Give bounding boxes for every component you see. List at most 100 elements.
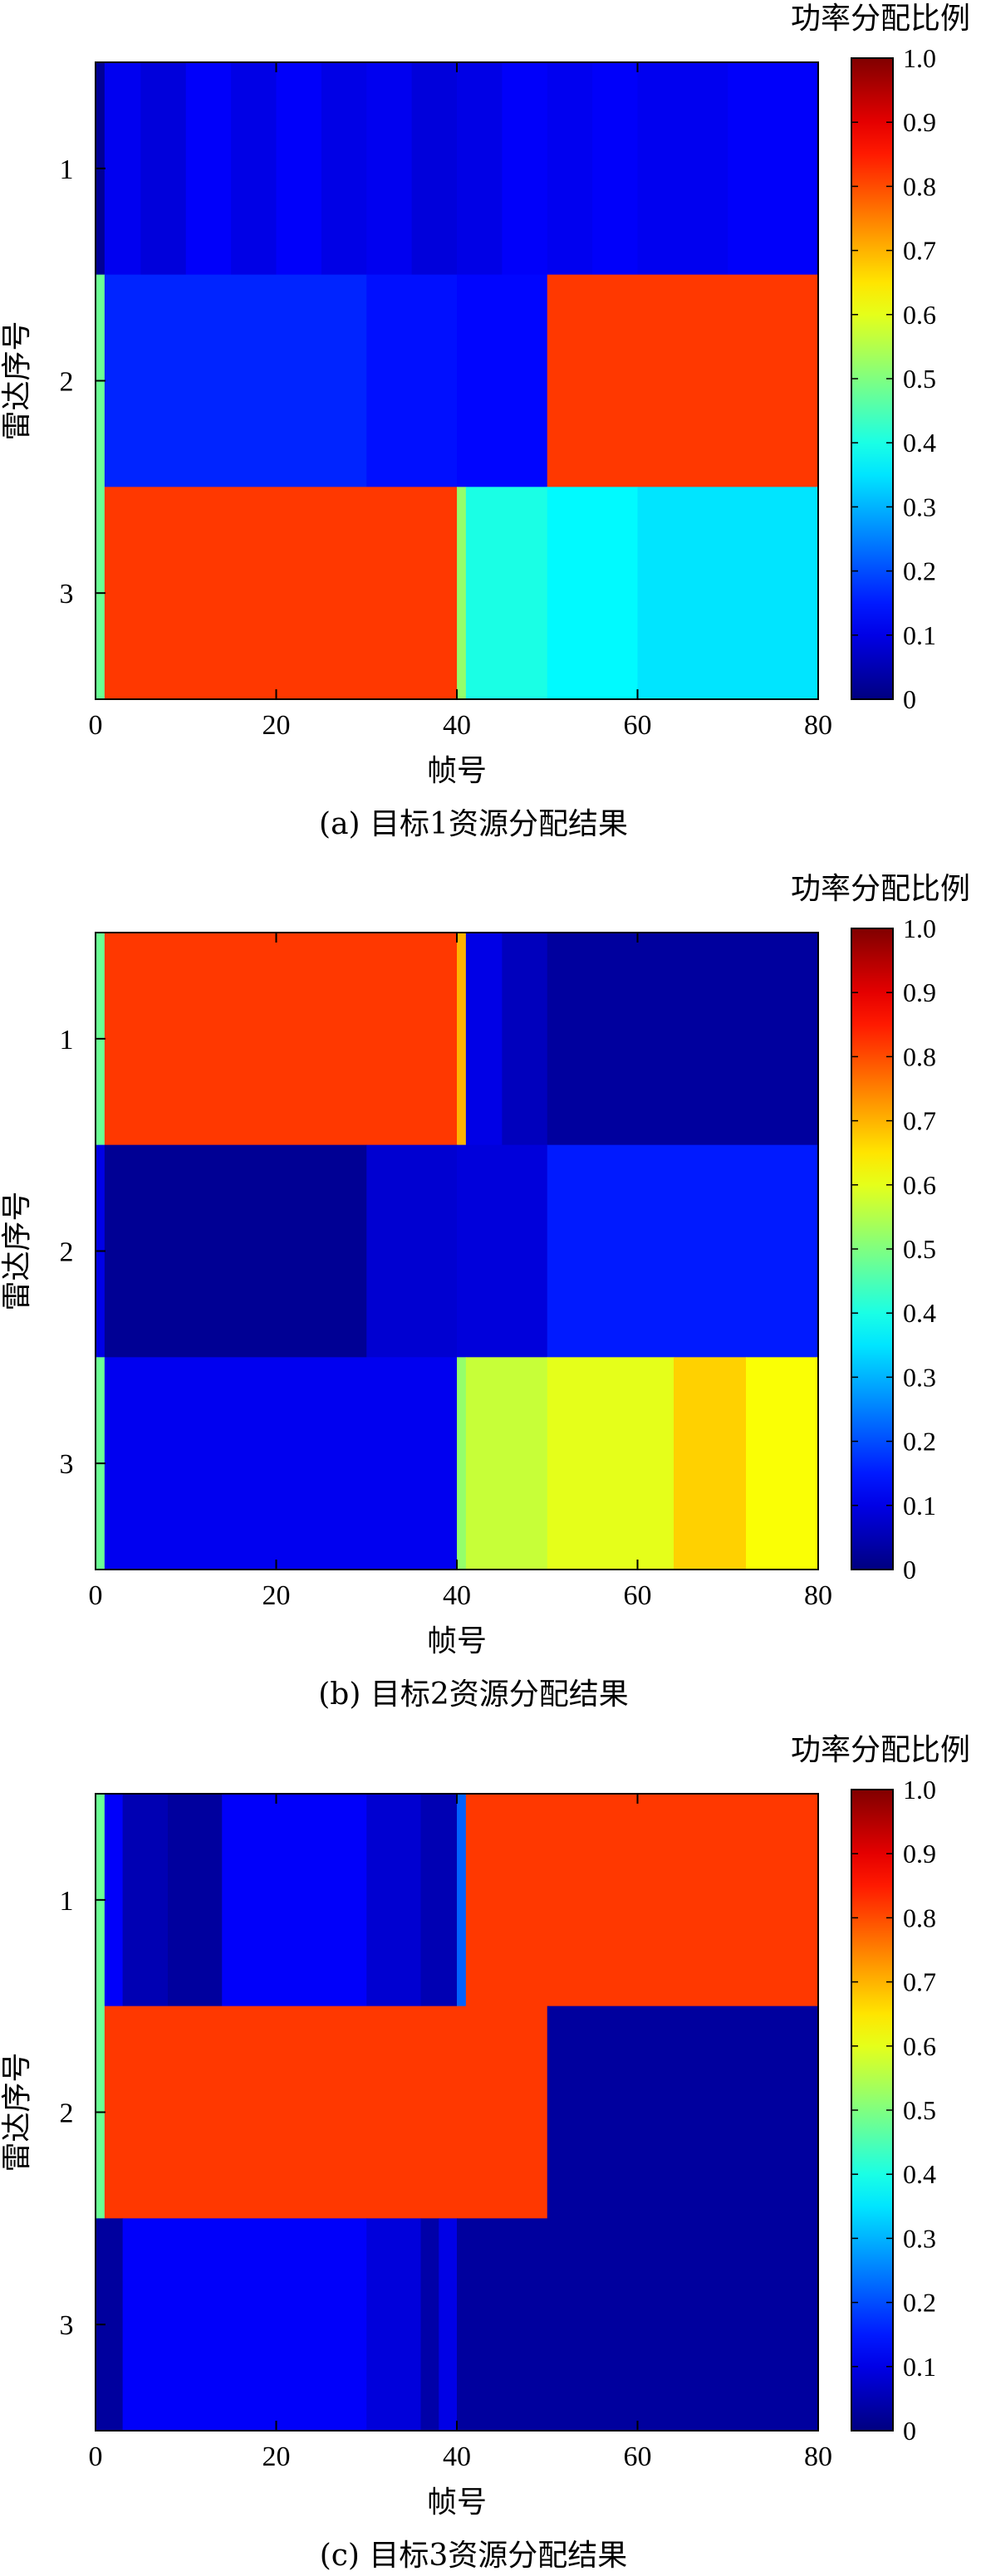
x-tick-label: 0 (89, 1580, 103, 1611)
colorbar-tick-label: 0 (903, 1555, 916, 1584)
heatmap-row-radar-1 (96, 62, 819, 276)
heatmap-cell (104, 1794, 124, 2007)
colorbar-tick-label: 0.8 (903, 171, 936, 201)
chart-panel-1: 0 20 40 60 80 1 2 3 帧号 雷达序号 (a) 目标1资源分配结果 功率分配比例 0 0.… (0, 2, 970, 841)
heatmap-row-radar-2 (96, 274, 819, 487)
colorbar-title: 功率分配比例 (791, 2, 970, 36)
colorbar-tick-label: 0.2 (903, 2288, 936, 2318)
x-tick-label: 60 (624, 2441, 652, 2472)
x-tick-label: 80 (804, 710, 832, 741)
heatmap-cell (168, 1794, 223, 2007)
x-tick-label: 40 (443, 2441, 471, 2472)
heatmap-cell (502, 62, 548, 276)
colorbar (851, 928, 893, 1570)
heatmap-cell (366, 1144, 458, 1358)
heatmap-cell (592, 62, 639, 276)
heatmap-cell (457, 1794, 467, 2007)
heatmap-cell (420, 2218, 439, 2432)
colorbar-tick-label: 1.0 (903, 43, 936, 73)
heatmap-cell (746, 1357, 819, 1570)
colorbar-tick-label: 0.5 (903, 1234, 936, 1264)
heatmap-cell (104, 1144, 367, 1358)
heatmap-cell (321, 62, 367, 276)
heatmap-cell (457, 2218, 819, 2432)
heatmap-cell (439, 2218, 458, 2432)
colorbar-tick-label: 0.8 (903, 1903, 936, 1932)
heatmap-cell (185, 62, 232, 276)
x-tick-label: 60 (624, 710, 652, 741)
y-tick-label: 3 (60, 2310, 74, 2341)
y-axis-label: 雷达序号 (0, 321, 34, 440)
heatmap-cell (457, 933, 467, 1146)
x-tick-label: 40 (443, 1580, 471, 1611)
heatmap-cell (366, 1794, 422, 2007)
heatmap-cell (728, 62, 819, 276)
figure-caption: (c) 目标3资源分配结果 (320, 2539, 628, 2573)
heatmap-cell (547, 933, 819, 1146)
figure-caption: (a) 目标1资源分配结果 (319, 807, 628, 841)
colorbar-tick-label: 0.7 (903, 1967, 936, 1997)
heatmap-cell (366, 62, 413, 276)
y-tick-label: 3 (60, 1449, 74, 1480)
colorbar-tick-label: 0.3 (903, 492, 936, 522)
heatmap-cell (465, 1794, 819, 2007)
colorbar-tick-label: 0.2 (903, 556, 936, 586)
colorbar-tick-label: 0.9 (903, 977, 936, 1007)
y-tick-label: 2 (60, 367, 74, 398)
heatmap-cell (104, 2005, 548, 2219)
colorbar-title: 功率分配比例 (791, 1733, 970, 1767)
heatmap-cell (366, 2218, 422, 2432)
heatmap-cell (457, 62, 503, 276)
x-axis-label: 帧号 (427, 754, 487, 788)
colorbar-tick-label: 0.4 (903, 2159, 936, 2189)
x-axis-label: 帧号 (427, 1624, 487, 1658)
heatmap-cell (502, 933, 548, 1146)
colorbar-tick-label: 1.0 (903, 913, 936, 943)
colorbar-tick-label: 0 (903, 684, 916, 714)
colorbar-tick-label: 0.4 (903, 1298, 936, 1328)
heatmap-cell (465, 1357, 548, 1570)
heatmap-cell (276, 62, 322, 276)
heatmap-cell (547, 1144, 819, 1358)
heatmap-row-radar-1 (96, 1794, 819, 2007)
heatmap-cell (104, 933, 458, 1146)
heatmap-cell (457, 1144, 548, 1358)
y-tick-label: 1 (60, 1886, 74, 1917)
heatmap-cell (547, 274, 819, 487)
heatmap-cell (465, 487, 548, 700)
heatmap-row-radar-3 (96, 2218, 819, 2432)
heatmap-cell (547, 1357, 674, 1570)
x-tick-label: 20 (262, 2441, 291, 2472)
heatmap-cell (231, 62, 277, 276)
colorbar-tick-label: 0.9 (903, 107, 936, 137)
x-tick-label: 60 (624, 1580, 652, 1611)
heatmap-cell (366, 274, 458, 487)
heatmap-cell (547, 62, 593, 276)
x-tick-label: 0 (89, 710, 103, 741)
x-tick-label: 80 (804, 1580, 832, 1611)
colorbar-tick-label: 0.6 (903, 300, 936, 330)
heatmap-row-radar-2 (96, 2005, 819, 2219)
colorbar-tick-label: 0.5 (903, 2095, 936, 2125)
colorbar (851, 1790, 893, 2431)
heatmap-cell (122, 1794, 169, 2007)
colorbar-tick-label: 0.3 (903, 1362, 936, 1392)
heatmap-row-radar-1 (96, 933, 819, 1146)
y-axis-label: 雷达序号 (0, 2052, 34, 2172)
heatmap-cell (457, 1357, 467, 1570)
heatmap-cell (547, 487, 639, 700)
x-axis-label: 帧号 (427, 2485, 487, 2520)
colorbar-tick-label: 0.5 (903, 364, 936, 394)
heatmap-cell (104, 1357, 458, 1570)
y-tick-label: 3 (60, 579, 74, 610)
colorbar-tick-label: 0.1 (903, 2352, 936, 2382)
heatmap-cell (457, 274, 548, 487)
heatmap-cell (674, 1357, 747, 1570)
colorbar-tick-label: 0.4 (903, 428, 936, 458)
heatmap-cell (104, 274, 367, 487)
heatmap-cell (637, 487, 819, 700)
y-tick-label: 1 (60, 154, 74, 185)
chart-panel-3: 0 20 40 60 80 1 2 3 帧号 雷达序号 (c) 目标3资源分配结果 功率分配比例 0 0.… (0, 1733, 970, 2573)
heatmap-cell (457, 487, 467, 700)
